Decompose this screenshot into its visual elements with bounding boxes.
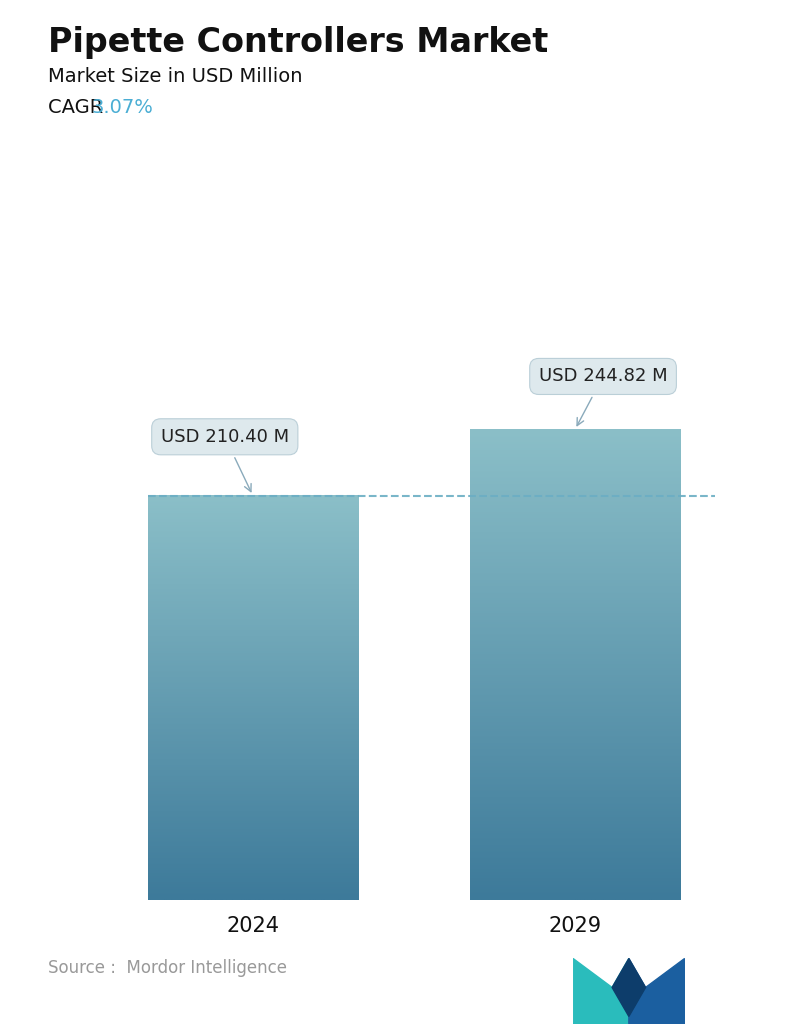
- Polygon shape: [629, 959, 685, 1024]
- Text: CAGR: CAGR: [48, 98, 109, 117]
- Text: Source :  Mordor Intelligence: Source : Mordor Intelligence: [48, 960, 287, 977]
- Text: Market Size in USD Million: Market Size in USD Million: [48, 67, 302, 86]
- Text: USD 210.40 M: USD 210.40 M: [161, 428, 289, 491]
- Polygon shape: [612, 959, 646, 1016]
- Text: USD 244.82 M: USD 244.82 M: [539, 367, 667, 426]
- Polygon shape: [573, 959, 629, 1024]
- Text: Pipette Controllers Market: Pipette Controllers Market: [48, 26, 548, 59]
- Text: 3.07%: 3.07%: [92, 98, 154, 117]
